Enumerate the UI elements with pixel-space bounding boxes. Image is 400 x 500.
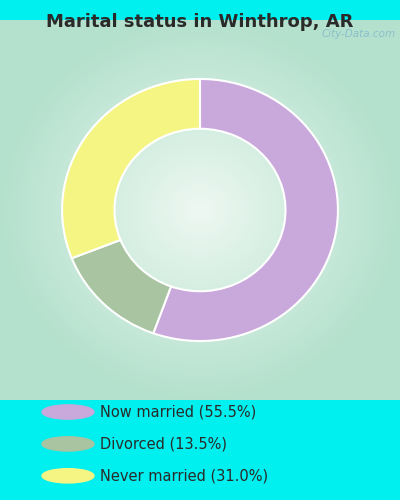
Text: Never married (31.0%): Never married (31.0%) (100, 468, 268, 483)
Circle shape (42, 468, 94, 483)
Text: Now married (55.5%): Now married (55.5%) (100, 404, 256, 419)
Circle shape (42, 437, 94, 451)
Text: Divorced (13.5%): Divorced (13.5%) (100, 436, 227, 452)
Wedge shape (72, 240, 171, 334)
Text: Marital status in Winthrop, AR: Marital status in Winthrop, AR (46, 13, 354, 31)
Text: City-Data.com: City-Data.com (322, 29, 396, 39)
Wedge shape (153, 79, 338, 341)
Wedge shape (62, 79, 200, 258)
Circle shape (42, 405, 94, 419)
